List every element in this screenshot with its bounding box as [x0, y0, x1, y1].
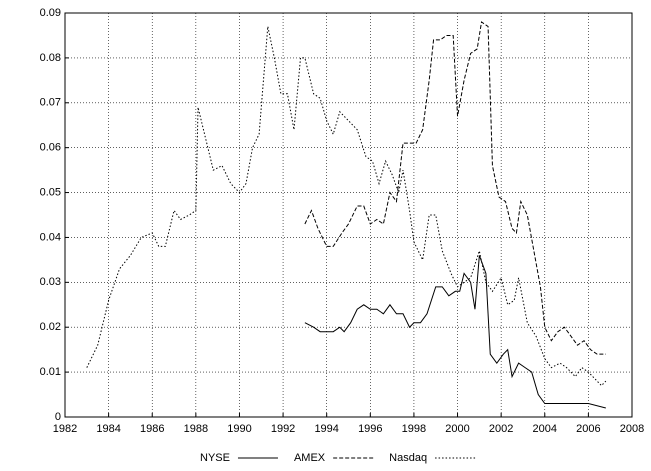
y-tick-label: 0.06	[40, 142, 61, 154]
x-tick-label: 1982	[53, 423, 77, 435]
series-line	[86, 26, 607, 387]
y-tick-label: 0.09	[40, 7, 61, 19]
legend-label: NYSE	[200, 452, 230, 464]
y-tick-label: 0.02	[40, 321, 61, 333]
y-tick-label: 0.04	[40, 231, 61, 243]
series-line	[304, 255, 606, 409]
x-tick-label: 2006	[576, 423, 600, 435]
y-tick-label: 0.07	[40, 97, 61, 109]
x-tick-label: 2000	[445, 423, 469, 435]
plot-frame	[64, 12, 633, 418]
x-tick-label: 1992	[271, 423, 295, 435]
x-tick-label: 1988	[184, 423, 208, 435]
x-tick-label: 1986	[140, 423, 164, 435]
y-tick-label: 0.05	[40, 186, 61, 198]
x-tick-label: 1996	[358, 423, 382, 435]
x-tick-label: 2002	[489, 423, 513, 435]
x-tick-label: 1998	[402, 423, 426, 435]
legend-label: Nasdaq	[389, 452, 427, 464]
y-tick-label: 0.03	[40, 276, 61, 288]
y-tick-label: 0.08	[40, 52, 61, 64]
x-tick-label: 1994	[314, 423, 338, 435]
series-line	[304, 21, 606, 355]
y-tick-label: 0	[55, 411, 61, 423]
x-tick-label: 2008	[620, 423, 644, 435]
x-tick-label: 1984	[96, 423, 120, 435]
x-tick-label: 1990	[227, 423, 251, 435]
y-tick-label: 0.01	[40, 366, 61, 378]
x-tick-label: 2004	[533, 423, 557, 435]
legend-label: AMEX	[294, 452, 326, 464]
